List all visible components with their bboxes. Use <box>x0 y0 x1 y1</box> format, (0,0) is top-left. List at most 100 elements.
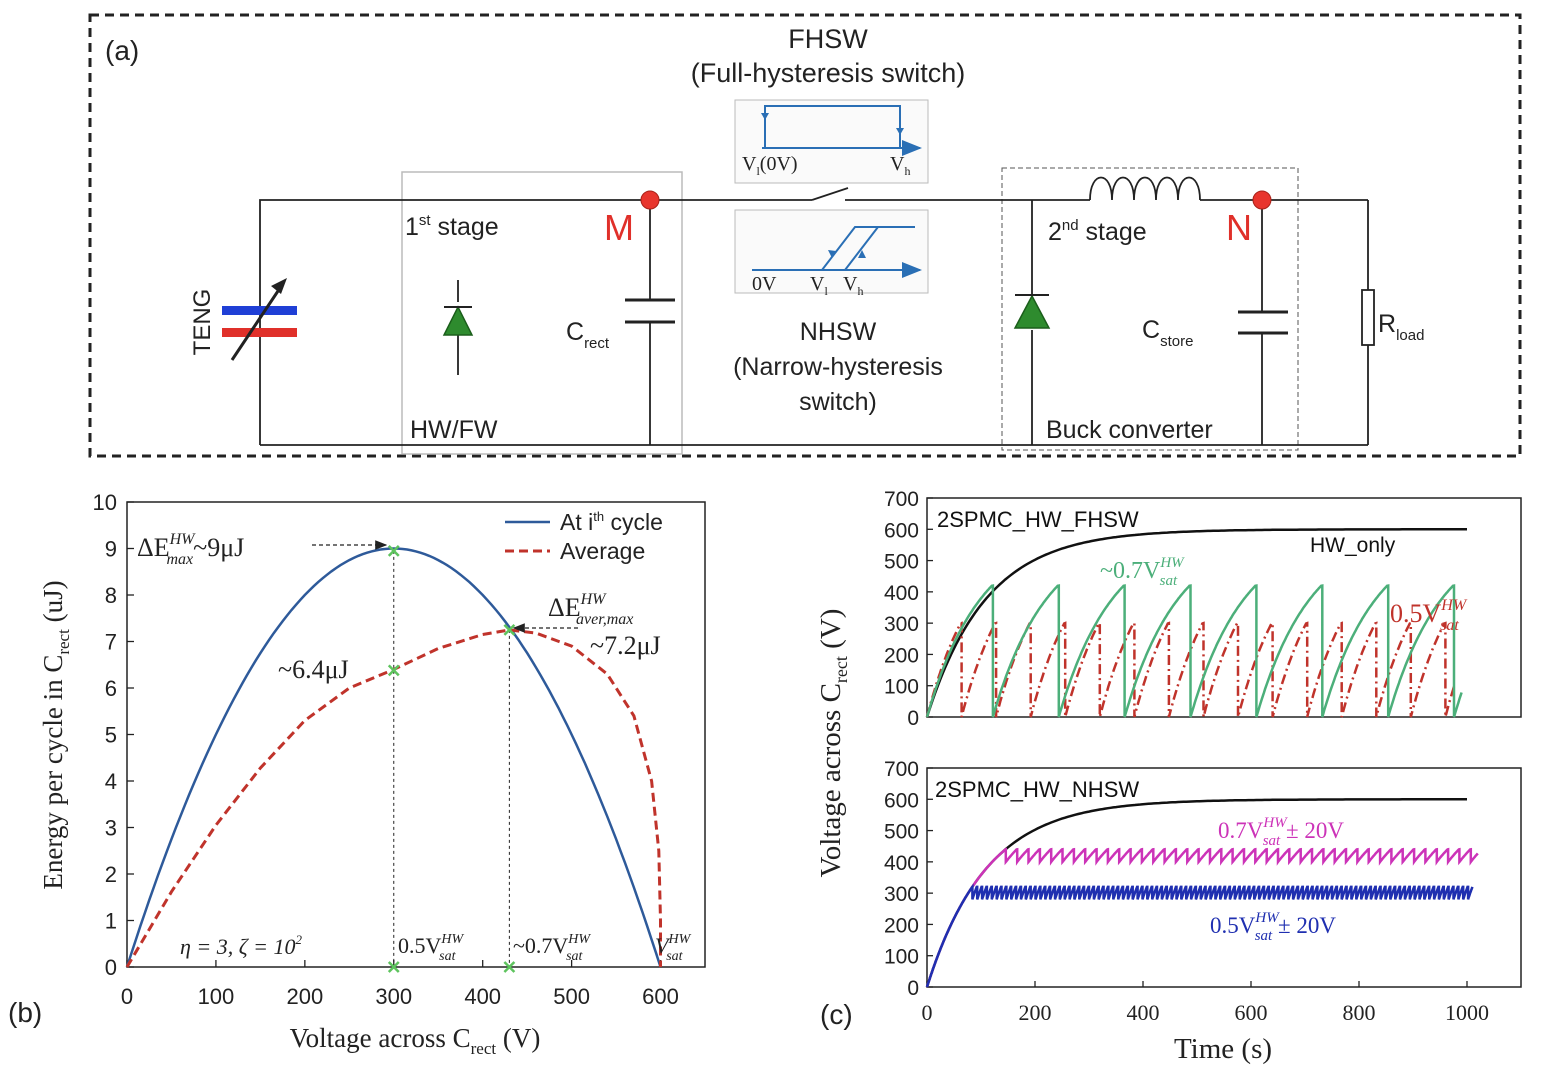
plot-b-guides <box>393 550 510 967</box>
cstore-label: Cstore <box>1142 316 1193 350</box>
plot-c-bottom-x-axis: 0 200 400 600 800 1000 <box>922 981 1489 1025</box>
data-marker <box>503 961 516 973</box>
y-tick-label: 3 <box>105 816 117 841</box>
series-top-hw-only <box>925 528 1467 718</box>
data-marker <box>387 664 400 677</box>
fhsw-inset: Vl(0V) Vh <box>734 99 929 184</box>
node-n-dot <box>1252 190 1272 210</box>
plot-c-top-seven-label: ~0.7VHW sat <box>1100 555 1185 589</box>
plot-c-top-frame <box>926 497 1522 718</box>
y-tick-label: 300 <box>884 883 919 906</box>
annotation-eaver: ΔEHW aver,max <box>548 591 633 628</box>
annotation-emax: ΔEHW max~9μJ <box>137 531 244 568</box>
plot-c-bottom-y-axis: 0 100 200 300 400 500 600 700 <box>884 758 933 1000</box>
buck-box <box>1001 167 1299 451</box>
plot-c-xlabel: Time (s) <box>1174 1033 1272 1065</box>
rload-label: Rload <box>1378 310 1424 344</box>
hwfw-label: HW/FW <box>410 416 498 444</box>
data-marker <box>503 623 516 636</box>
legend-ith-label: At ith cycle <box>560 509 663 535</box>
nhsw-subtitle-1: (Narrow-hysteresis <box>733 353 943 381</box>
fhsw-vl-label: Vl(0V) <box>742 153 798 178</box>
marker-stroke <box>387 664 400 677</box>
y-tick-label: 5 <box>105 723 117 748</box>
y-tick-label: 10 <box>93 490 117 515</box>
plot-c-bottom-half-label: 0.5VHW sat ± 20V <box>1210 910 1336 944</box>
marker-stroke <box>503 623 516 636</box>
stage1-label: 1st stage <box>405 212 499 241</box>
y-tick-label: 500 <box>884 551 919 574</box>
panel-c: (c) 0 100 200 300 400 500 600 700 2SPMC_HW_FHSW… <box>815 488 1522 1065</box>
stage2-label: 2nd stage <box>1048 217 1147 246</box>
stage1-diode-icon <box>442 305 474 336</box>
annotation-eaver-value: ~7.2μJ <box>590 631 661 660</box>
node-n-label: N <box>1226 207 1252 248</box>
y-tick-label: 0 <box>105 955 117 980</box>
crect-label: Crect <box>566 318 610 352</box>
x-tick-label: 0 <box>121 984 133 1009</box>
nhsw-vl-label: Vl <box>810 273 828 298</box>
marker-stroke <box>503 961 516 973</box>
annotation-half-vsat: 0.5VHW sat <box>398 932 465 964</box>
panel-a-label: (a) <box>105 35 139 66</box>
data-marker <box>387 961 400 973</box>
nhsw-title: NHSW <box>800 318 877 346</box>
data-marker <box>387 544 400 557</box>
y-tick-label: 7 <box>105 630 117 655</box>
x-tick-label: 200 <box>1019 1000 1052 1025</box>
y-tick-label: 0 <box>907 977 919 1000</box>
y-tick-label: 400 <box>884 852 919 875</box>
plot-c-bottom-frame <box>926 767 1522 988</box>
x-tick-label: 800 <box>1343 1000 1376 1025</box>
series-bottom-seven-vsat <box>925 847 1479 988</box>
y-tick-label: 200 <box>884 914 919 937</box>
plot-c-ylabel: Voltage across Crect (V) <box>815 609 851 878</box>
fhsw-subtitle: (Full-hysteresis switch) <box>691 58 966 88</box>
y-tick-label: 700 <box>884 488 919 511</box>
y-tick-label: 100 <box>884 946 919 969</box>
y-tick-label: 4 <box>105 769 117 794</box>
plot-c-top-title: 2SPMC_HW_FHSW <box>937 507 1139 532</box>
x-tick-label: 300 <box>375 984 412 1009</box>
plot-c-bottom-seven-label: 0.7VHW sat ± 20V <box>1218 815 1344 849</box>
x-tick-label: 200 <box>286 984 323 1009</box>
y-tick-label: 9 <box>105 537 117 562</box>
panel-a: (a) FHSW (Full-hysteresis switch) Vl(0V)… <box>88 13 1522 458</box>
marker-stroke <box>387 544 400 557</box>
fhsw-vh-label: Vh <box>890 153 910 178</box>
y-tick-label: 6 <box>105 676 117 701</box>
circuit-wires <box>259 176 1369 446</box>
x-tick-label: 0 <box>922 1000 933 1025</box>
x-tick-label: 600 <box>1235 1000 1268 1025</box>
plot-c-top-half-label: 0.5VHW sat <box>1390 597 1468 634</box>
y-tick-label: 600 <box>884 519 919 542</box>
y-tick-label: 100 <box>884 676 919 699</box>
x-tick-label: 1000 <box>1445 1000 1489 1025</box>
fhsw-title: FHSW <box>788 24 868 54</box>
panel-b-label: (b) <box>8 997 42 1028</box>
series-ith-cycle <box>125 547 662 968</box>
panel-a-border <box>88 13 1522 458</box>
x-tick-label: 400 <box>464 984 501 1009</box>
buck-diode-icon <box>1013 294 1051 329</box>
teng-label: TENG <box>189 289 216 356</box>
plot-c-bottom-title: 2SPMC_HW_NHSW <box>935 777 1139 802</box>
plot-b-ylabel: Energy per cycle in Crect (uJ) <box>38 580 73 889</box>
series-top-seven-vsat <box>925 584 1463 718</box>
x-tick-label: 600 <box>642 984 679 1009</box>
panel-b: (b) 0 1 2 3 4 5 6 7 8 9 10 0 100 200 300 400 500 600 At … <box>8 490 706 1058</box>
teng-icon <box>222 278 297 361</box>
plot-c-top-y-axis: 0 100 200 300 400 500 600 700 <box>884 488 933 730</box>
node-m-label: M <box>604 207 634 248</box>
stage1-box <box>401 171 683 455</box>
panel-c-label: (c) <box>820 999 853 1030</box>
plot-b-xlabel: Voltage across Crect (V) <box>290 1023 541 1058</box>
y-tick-label: 400 <box>884 582 919 605</box>
nhsw-vh-label: Vh <box>843 273 863 298</box>
series-bottom-half-vsat <box>925 883 1474 988</box>
plot-c-top-hw-only-label: HW_only <box>1310 534 1396 557</box>
annotation-vsat: VHW sat <box>655 932 692 964</box>
plot-b-legend: At ith cycle Average <box>505 509 663 564</box>
node-m-dot <box>640 190 660 210</box>
